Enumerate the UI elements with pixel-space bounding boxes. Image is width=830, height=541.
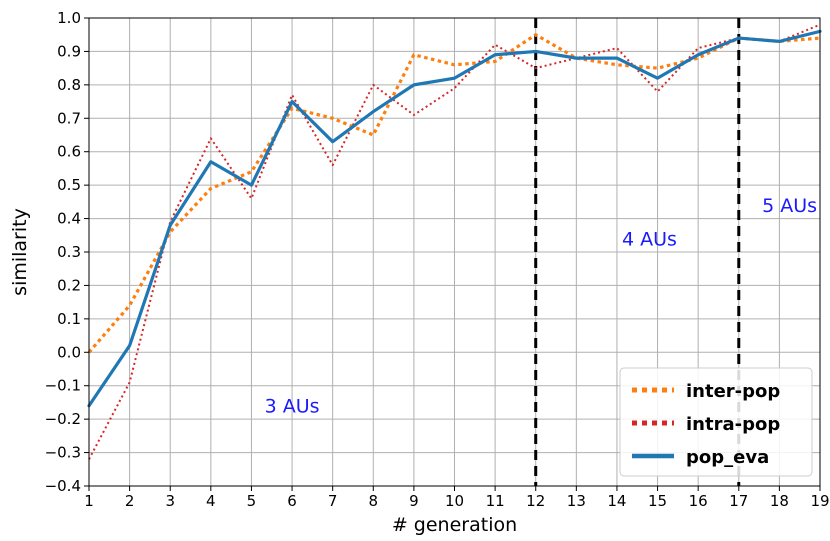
x-tick-label: 16	[689, 492, 708, 510]
x-tick-label: 1	[84, 492, 94, 510]
y-tick-label: 0.9	[57, 42, 81, 60]
x-tick-label: 4	[206, 492, 216, 510]
legend: inter-pop intra-pop pop_eva	[620, 368, 812, 476]
x-tick-label: 14	[607, 492, 626, 510]
x-tick-label: 8	[369, 492, 379, 510]
x-tick-label: 6	[287, 492, 297, 510]
region-label: 3 AUs	[265, 395, 320, 417]
x-tick-label: 19	[810, 492, 829, 510]
y-tick-label: 1.0	[57, 9, 81, 27]
x-axis-label: # generation	[392, 514, 517, 536]
legend-label: inter-pop	[686, 381, 780, 402]
x-tick-label: 17	[729, 492, 748, 510]
y-tick-label: 0.5	[57, 176, 81, 194]
region-label: 4 AUs	[622, 228, 677, 250]
y-axis-label: similarity	[9, 208, 31, 296]
y-axis-ticks: −0.4 −0.3 −0.2 −0.1 0.0 0.1 0.2 0.3 0.4 0.5 0.6 0.7…	[45, 9, 89, 495]
x-tick-label: 9	[409, 492, 419, 510]
x-tick-label: 5	[247, 492, 257, 510]
x-tick-label: 2	[125, 492, 135, 510]
region-label: 5 AUs	[762, 195, 817, 217]
x-tick-label: 15	[648, 492, 667, 510]
x-tick-label: 11	[486, 492, 505, 510]
y-tick-label: 0.2	[57, 276, 81, 294]
y-tick-label: 0.0	[57, 343, 81, 361]
y-tick-label: −0.3	[45, 444, 81, 462]
legend-label: intra-pop	[686, 414, 780, 435]
x-tick-label: 3	[165, 492, 175, 510]
y-tick-label: −0.1	[45, 377, 81, 395]
x-tick-label: 18	[770, 492, 789, 510]
y-tick-label: 0.1	[57, 310, 81, 328]
legend-label: pop_eva	[686, 447, 769, 468]
y-tick-label: 0.6	[57, 143, 81, 161]
y-tick-label: 0.3	[57, 243, 81, 261]
y-tick-label: −0.4	[45, 477, 81, 495]
y-tick-label: −0.2	[45, 410, 81, 428]
x-tick-label: 13	[567, 492, 586, 510]
y-tick-label: 0.4	[57, 210, 81, 228]
x-tick-label: 7	[328, 492, 338, 510]
y-tick-label: 0.8	[57, 76, 81, 94]
x-tick-label: 12	[526, 492, 545, 510]
x-tick-label: 10	[445, 492, 464, 510]
y-tick-label: 0.7	[57, 109, 81, 127]
